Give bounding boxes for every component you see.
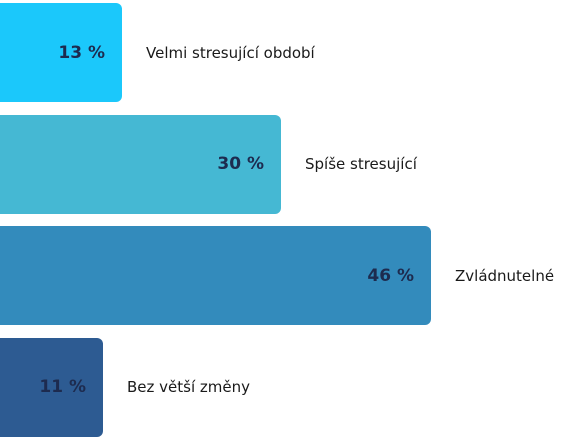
bar	[0, 3, 122, 102]
category-label: Bez větší změny	[127, 378, 250, 396]
category-label: Velmi stresující období	[146, 43, 315, 62]
bar	[0, 114, 281, 214]
bar	[0, 226, 431, 325]
bar-value-label: 13 %	[58, 42, 105, 63]
category-label: Zvládnutelné	[455, 266, 555, 285]
bar	[0, 337, 103, 437]
bar-value-label: 46 %	[367, 265, 414, 286]
category-label: Spíše stresující	[305, 155, 417, 173]
bar-value-label: 30 %	[217, 154, 264, 174]
bar-value-label: 11 %	[39, 377, 86, 397]
